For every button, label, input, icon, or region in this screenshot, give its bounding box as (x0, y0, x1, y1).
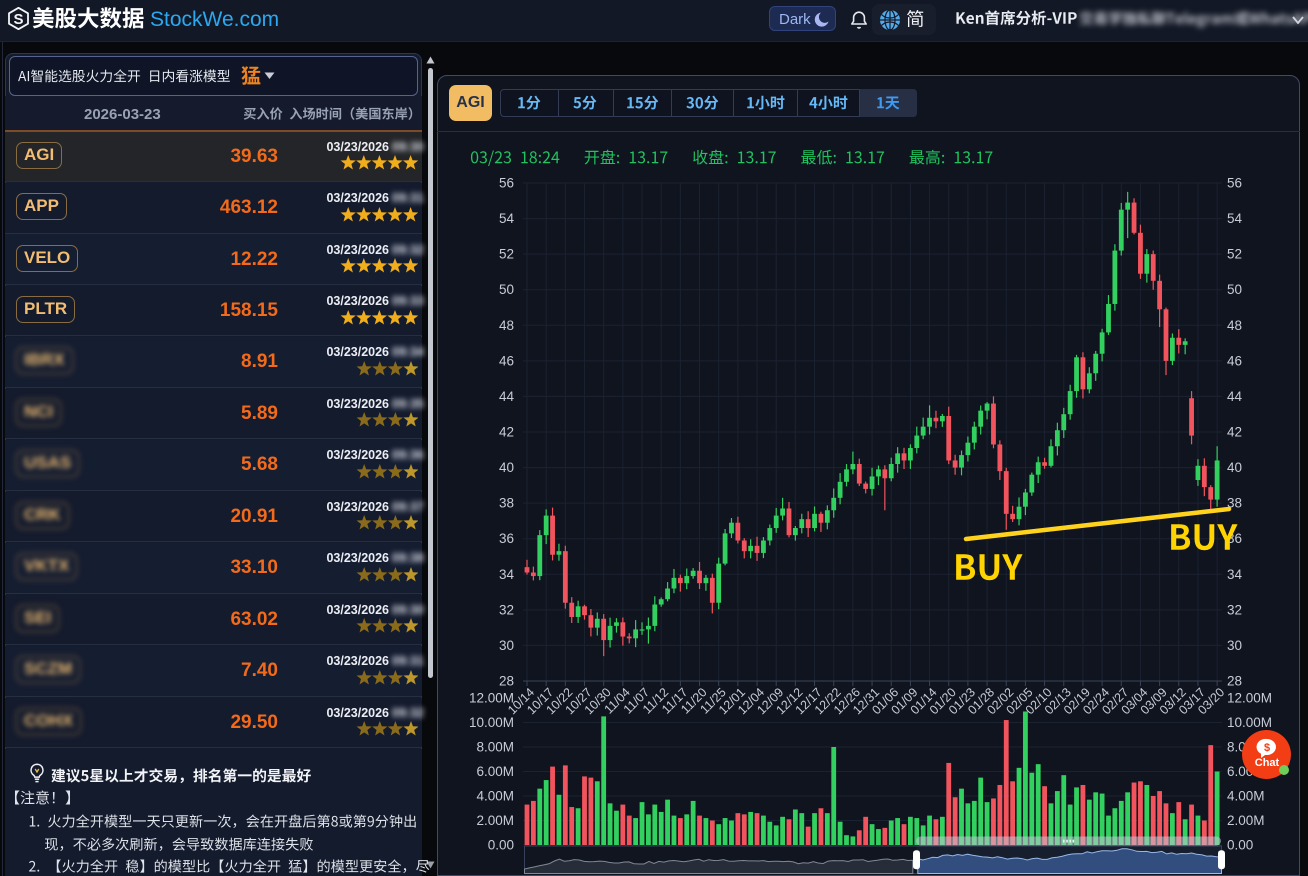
svg-text:40: 40 (499, 460, 514, 475)
svg-text:40: 40 (1227, 460, 1242, 475)
svg-text:0.00: 0.00 (1227, 838, 1253, 853)
svg-text:54: 54 (499, 211, 515, 226)
svg-text:32: 32 (1227, 602, 1242, 617)
svg-text:28: 28 (1227, 674, 1242, 689)
svg-text:10.00M: 10.00M (469, 715, 514, 730)
svg-text:42: 42 (499, 425, 514, 440)
svg-text:12.00M: 12.00M (1227, 691, 1272, 706)
svg-text:56: 56 (499, 176, 514, 191)
svg-text:34: 34 (499, 567, 515, 582)
svg-text:10.00M: 10.00M (1227, 715, 1272, 730)
svg-text:4.00M: 4.00M (1227, 789, 1265, 804)
svg-text:4.00M: 4.00M (476, 789, 514, 804)
svg-text:32: 32 (499, 602, 514, 617)
svg-text:50: 50 (499, 282, 514, 297)
svg-text:48: 48 (1227, 318, 1242, 333)
svg-text:46: 46 (499, 353, 514, 368)
svg-text:50: 50 (1227, 282, 1242, 297)
svg-text:48: 48 (499, 318, 514, 333)
svg-text:46: 46 (1227, 353, 1242, 368)
svg-text:28: 28 (499, 674, 514, 689)
svg-text:$: $ (1264, 742, 1270, 754)
svg-text:42: 42 (1227, 425, 1242, 440)
svg-text:S: S (13, 11, 23, 28)
svg-text:0.00: 0.00 (488, 838, 514, 853)
svg-text:44: 44 (499, 389, 515, 404)
svg-text:38: 38 (1227, 496, 1242, 511)
svg-text:36: 36 (499, 531, 514, 546)
svg-text:38: 38 (499, 496, 514, 511)
svg-text:34: 34 (1227, 567, 1243, 582)
svg-text:52: 52 (499, 247, 514, 262)
svg-text:2.00M: 2.00M (476, 813, 514, 828)
svg-text:12.00M: 12.00M (469, 691, 514, 706)
svg-text:30: 30 (499, 638, 514, 653)
svg-text:52: 52 (1227, 247, 1242, 262)
svg-text:2.00M: 2.00M (1227, 813, 1265, 828)
svg-text:6.00M: 6.00M (476, 764, 514, 779)
svg-text:54: 54 (1227, 211, 1243, 226)
svg-text:8.00M: 8.00M (476, 740, 514, 755)
svg-text:30: 30 (1227, 638, 1242, 653)
svg-text:56: 56 (1227, 176, 1242, 191)
svg-text:44: 44 (1227, 389, 1243, 404)
